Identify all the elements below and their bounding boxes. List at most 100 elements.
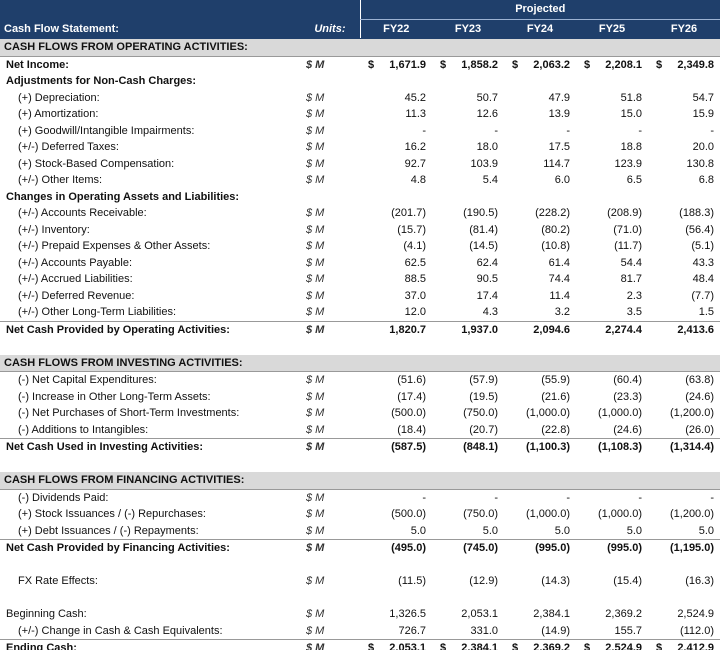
value-cell: - [432,123,504,140]
table-row: (-) Dividends Paid: $ M - - - - - [0,489,720,506]
value: (55.9) [541,374,570,386]
value-cell: (750.0) [432,506,504,523]
row-label: (+/-) Deferred Taxes: [18,141,119,153]
header-group-row: Projected [0,0,720,20]
units-cell: $ M [306,289,325,302]
row-label: (+/-) Change in Cash & Cash Equivalents: [18,624,223,637]
value: (995.0) [607,542,642,554]
value: 103.9 [470,157,498,170]
value-cell: (495.0) [360,539,432,557]
value: (18.4) [397,423,426,436]
value: (14.5) [469,240,498,252]
value-cell: 45.2 [360,90,432,107]
value-cell: $2,063.2 [504,56,576,73]
value-cell: 15.9 [648,106,720,123]
value: 43.3 [692,256,715,269]
total-row: Net Cash Used in Investing Activities: $ … [0,438,720,456]
projected-label: Projected [359,0,720,20]
value-cell: (21.6) [504,389,576,406]
value-cell: (18.4) [360,422,432,439]
value-cell: (995.0) [504,539,576,557]
units-cell: $ M [306,174,325,186]
units-cell: $ M [306,141,325,153]
value-cell: 88.5 [360,271,432,288]
value: 17.5 [548,141,570,153]
value: 3.2 [554,306,570,318]
value: (23.3) [613,390,642,403]
value-cell: $1,671.9 [360,56,432,73]
value-cell: - [576,123,648,140]
value-cell: (1,108.3) [576,438,648,456]
blank-row [0,590,720,607]
row-label: Net Cash Provided by Financing Activitie… [0,539,306,557]
row-label: (+/-) Accounts Receivable: [18,207,147,219]
value: 2,384.1 [533,608,570,620]
section-header: CASH FLOWS FROM FINANCING ACTIVITIES: [0,472,720,490]
value-cell: (1,000.0) [504,405,576,422]
value: 62.4 [476,256,498,269]
value-cell: (500.0) [360,506,432,523]
value: (14.3) [541,575,570,587]
table-row: (+/-) Accounts Payable: $ M 62.5 62.4 61.4 54… [0,255,720,272]
value-cell: (57.9) [432,372,504,389]
value: - [422,124,426,137]
value-cell: 726.7 [360,623,432,640]
value-cell: (1,195.0) [648,539,720,557]
value-cell: 90.5 [432,271,504,288]
value: (995.0) [535,542,570,554]
value: 123.9 [614,157,642,170]
row-label: (+) Goodwill/Intangible Impairments: [18,124,195,137]
currency-symbol: $ [656,58,663,71]
value: 74.4 [548,273,570,285]
value: (1,200.0) [669,508,715,520]
value: (228.2) [535,207,570,219]
currency-symbol: $ [512,642,519,650]
value: (201.7) [391,207,426,219]
value: 15.0 [620,108,642,120]
value: 90.5 [476,273,498,285]
value: (750.0) [463,508,498,520]
value-cell: (23.3) [576,389,648,406]
value-cell: 74.4 [504,271,576,288]
value-cell: 92.7 [360,156,432,173]
year-header: FY24 [504,19,576,39]
value-cell: - [432,489,504,506]
value: 15.9 [692,108,715,120]
value-cell: - [576,489,648,506]
value-cell: 54.4 [576,255,648,272]
table-row: (+/-) Accounts Receivable: $ M (201.7) (190… [0,205,720,222]
section-header: CASH FLOWS FROM INVESTING ACTIVITIES: [0,354,720,372]
table-row: (+/-) Other Items: $ M 4.8 5.4 6.0 6.5 6.8 [0,172,720,189]
value-cell: 5.0 [432,523,504,540]
units-cell: $ M [306,374,325,386]
table-row: (+/-) Change in Cash & Cash Equivalents:… [0,623,720,640]
table-row: FX Rate Effects: $ M (11.5) (12.9) (14.3) (15… [0,573,720,590]
value: 2,208.1 [605,58,642,71]
value-cell: - [504,123,576,140]
value: (587.5) [391,441,426,453]
value: (11.7) [614,240,642,252]
value: 5.0 [410,524,426,537]
value-cell: (5.1) [648,238,720,255]
value-cell: (1,200.0) [648,506,720,523]
value: 5.4 [482,174,498,186]
value-cell: $2,369.2 [504,639,576,650]
value-cell: (14.5) [432,238,504,255]
value-cell: (208.9) [576,205,648,222]
value-cell: (1,100.3) [504,438,576,456]
value-cell: (51.6) [360,372,432,389]
value: - [710,491,715,504]
value: 16.2 [404,141,426,153]
value: (500.0) [391,407,426,419]
value: 1,671.9 [389,58,426,71]
value-cell: 43.3 [648,255,720,272]
value-cell: 5.0 [504,523,576,540]
value: 2,369.2 [533,642,570,650]
value: (80.2) [541,223,570,236]
value: 5.0 [482,524,498,537]
value: (188.3) [679,207,715,219]
value-cell: 5.0 [360,523,432,540]
units-cell: $ M [306,306,325,318]
row-label: Adjustments for Non-Cash Charges: [6,75,197,87]
value-cell: 18.0 [432,139,504,156]
